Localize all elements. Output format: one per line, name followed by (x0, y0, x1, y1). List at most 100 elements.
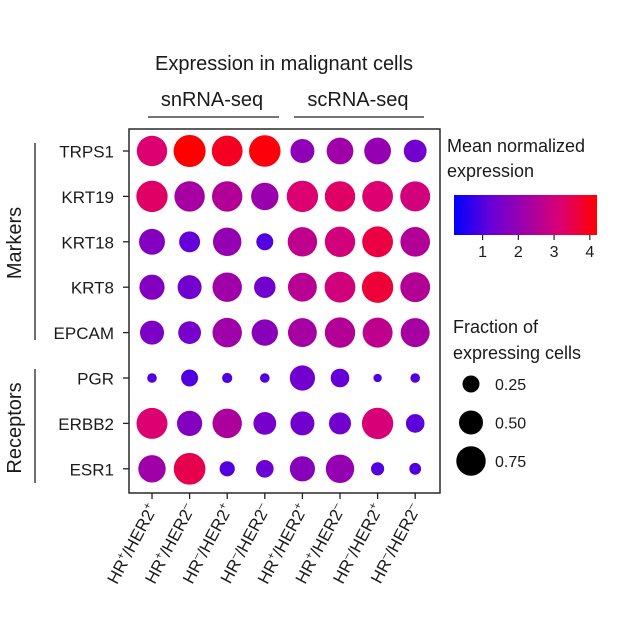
dot-trps1-col2 (173, 134, 206, 168)
dot-trps1-col5 (290, 138, 315, 164)
dot-krt18-col3 (212, 227, 242, 257)
size-legend-items: 0.25 0.50 0.75 (456, 375, 526, 476)
dot-esr1-col5 (289, 456, 316, 482)
row-label-krt8: KRT8 (71, 279, 114, 298)
dot-krt19-col6 (324, 181, 356, 212)
dot-erbb2-col2 (176, 410, 203, 437)
dot-krt18-col1 (139, 228, 165, 255)
color-tick-label: 3 (550, 244, 559, 261)
dot-trps1-col8 (403, 139, 427, 163)
dot-trps1-col1 (136, 135, 168, 167)
size-legend-title-line1: Fraction of (453, 317, 539, 337)
size-legend-label: 0.75 (495, 454, 526, 471)
row-label-epcam: EPCAM (54, 324, 114, 343)
color-scale-bar (454, 195, 597, 235)
dot-pgr-col1 (147, 373, 157, 383)
dot-epcam-col7 (362, 317, 393, 348)
dot-epcam-col8 (400, 318, 430, 348)
dot-esr1-col1 (138, 455, 166, 483)
size-legend-label: 0.50 (495, 416, 526, 433)
dot-krt8-col6 (324, 271, 356, 303)
color-legend: Mean normalized expression 1 2 3 4 (447, 136, 597, 261)
dot-krt8-col4 (254, 276, 276, 298)
dot-epcam-col1 (139, 320, 165, 345)
dot-esr1-col7 (371, 462, 385, 476)
size-legend-label: 0.25 (495, 377, 526, 394)
dot-erbb2-col1 (136, 407, 168, 439)
column-labels: HR+/HER2+HR+/HER2–HR–/HER2+HR–/HER2–HR+/… (104, 493, 422, 587)
dot-pgr-col6 (330, 368, 350, 388)
row-labels: TRPS1 KRT19 KRT18 KRT8 EPCAM PGR ERBB2 ESR1 (54, 143, 129, 479)
dot-epcam-col5 (287, 318, 317, 348)
dot-esr1-col8 (409, 462, 422, 475)
plot-frame (128, 128, 441, 494)
dot-krt19-col1 (136, 180, 168, 213)
dot-pgr-col2 (181, 369, 199, 387)
dot-pgr-col5 (289, 365, 316, 391)
dot-krt19-col5 (286, 180, 319, 213)
dot-krt19-col7 (362, 181, 393, 212)
column-group-headers: snRNA-seq scRNA-seq (148, 89, 424, 118)
row-group-label-receptors: Receptors (4, 382, 26, 473)
dot-erbb2-col5 (290, 411, 315, 436)
dot-esr1-col4 (255, 459, 274, 478)
dot-pgr-col3 (222, 372, 233, 384)
dot-krt8-col2 (177, 275, 202, 300)
dot-krt18-col2 (179, 231, 201, 253)
color-tick-label: 1 (478, 244, 487, 261)
dot-trps1-col7 (364, 137, 391, 165)
color-legend-title-line1: Mean normalized (447, 136, 585, 156)
dot-krt8-col5 (287, 272, 317, 302)
dot-trps1-col6 (326, 137, 354, 165)
dot-krt19-col4 (251, 182, 279, 211)
column-group-label-snrna: snRNA-seq (161, 89, 263, 111)
dot-krt18-col6 (324, 226, 356, 258)
dot-erbb2-col8 (405, 414, 425, 433)
dot-krt8-col3 (212, 272, 242, 302)
dot-krt8-col1 (139, 274, 165, 300)
dot-erbb2-col6 (328, 412, 352, 435)
dot-pgr-col8 (410, 373, 421, 383)
color-legend-title-line2: expression (447, 161, 534, 181)
color-tick-label: 2 (514, 244, 523, 261)
size-legend-title-line2: expressing cells (453, 343, 581, 363)
row-label-esr1: ESR1 (70, 460, 114, 479)
dot-krt19-col8 (400, 181, 431, 212)
dot-esr1-col6 (325, 454, 355, 484)
dot-erbb2-col7 (361, 407, 394, 440)
dot-trps1-col3 (211, 135, 243, 167)
dot-epcam-col6 (324, 317, 356, 348)
row-label-krt18: KRT18 (61, 233, 114, 252)
color-tick-label: 4 (585, 244, 594, 261)
row-label-pgr: PGR (77, 370, 114, 389)
size-legend-dot (458, 410, 484, 435)
color-scale-ticks: 1 2 3 4 (478, 235, 594, 261)
dot-krt18-col8 (400, 226, 431, 257)
dot-epcam-col4 (251, 319, 278, 346)
dot-krt19-col3 (211, 181, 243, 212)
dot-krt8-col7 (361, 271, 394, 303)
dot-pgr-col4 (259, 373, 270, 383)
chart-title: Expression in malignant cells (155, 53, 413, 75)
dot-erbb2-col4 (253, 411, 277, 435)
row-label-trps1: TRPS1 (59, 143, 114, 162)
column-group-label-scrna: scRNA-seq (307, 89, 408, 111)
dot-erbb2-col3 (212, 408, 242, 439)
dot-krt18-col4 (256, 233, 274, 251)
dot-pgr-col7 (373, 373, 382, 383)
dot-esr1-col3 (219, 461, 235, 477)
dot-trps1-col4 (249, 135, 281, 167)
dot-krt18-col7 (362, 226, 393, 258)
dot-esr1-col2 (173, 452, 206, 485)
dot-krt18-col5 (287, 227, 318, 257)
dot-krt19-col2 (174, 181, 205, 212)
size-legend-dot (462, 375, 480, 393)
row-label-krt19: KRT19 (61, 188, 114, 207)
row-group-annotations: Markers Receptors (4, 143, 36, 483)
dot-epcam-col2 (178, 321, 202, 345)
dot-epcam-col3 (212, 317, 242, 348)
row-group-label-markers: Markers (4, 207, 26, 279)
dot-grid (136, 134, 431, 485)
row-label-erbb2: ERBB2 (58, 415, 114, 434)
